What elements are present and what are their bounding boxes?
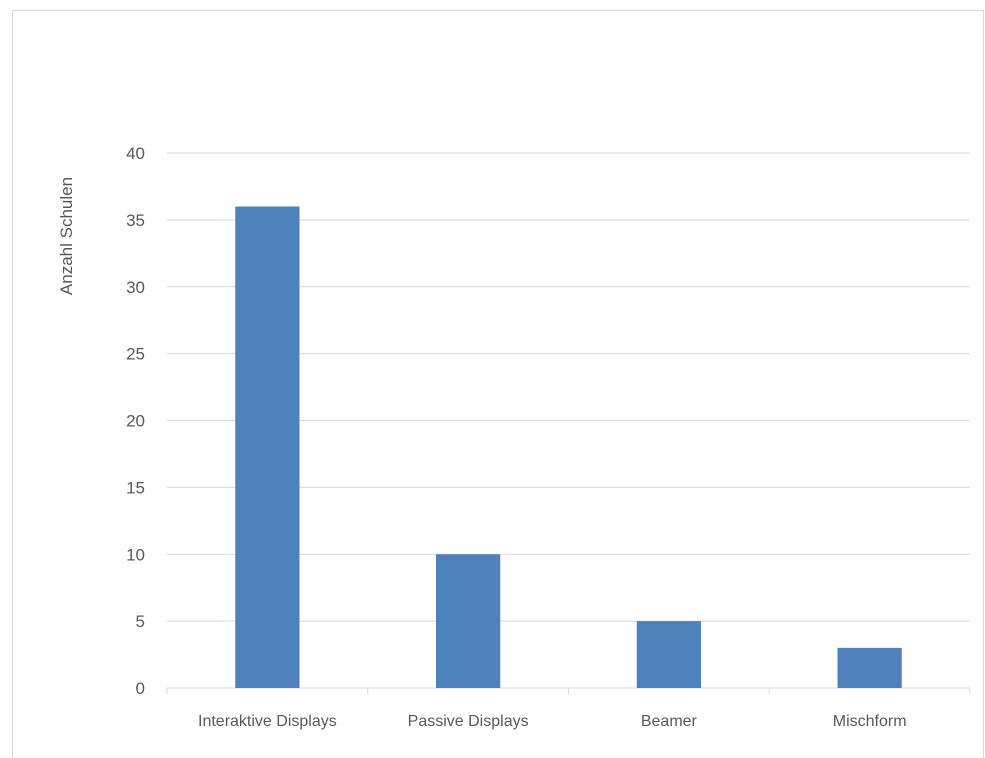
x-tick-label: Passive Displays <box>408 713 529 730</box>
bar-beamer <box>636 621 701 688</box>
category-axis <box>166 687 971 694</box>
x-tick-label: Beamer <box>641 713 698 730</box>
y-tick-label: 5 <box>136 612 145 631</box>
y-axis-title: Anzahl Schulen <box>57 177 76 295</box>
gridlines <box>167 152 970 622</box>
y-tick-labels: 0 5 10 15 20 25 30 35 40 <box>126 144 145 698</box>
y-tick-label: 40 <box>126 144 145 163</box>
y-tick-label: 25 <box>126 345 145 364</box>
bar-interaktive-displays <box>235 206 300 688</box>
bar-mischform <box>837 647 902 688</box>
y-tick-label: 20 <box>126 412 145 431</box>
x-tick-labels: Interaktive Displays Passive Displays Beam… <box>198 713 907 730</box>
x-tick-label: Mischform <box>833 713 907 730</box>
y-tick-label: 15 <box>126 478 145 497</box>
bars <box>235 206 902 688</box>
bar-passive-displays <box>436 554 501 688</box>
y-tick-label: 35 <box>126 211 145 230</box>
y-tick-label: 30 <box>126 278 145 297</box>
y-tick-label: 0 <box>136 679 145 698</box>
y-tick-label: 10 <box>126 545 145 564</box>
x-tick-label: Interaktive Displays <box>198 713 337 730</box>
